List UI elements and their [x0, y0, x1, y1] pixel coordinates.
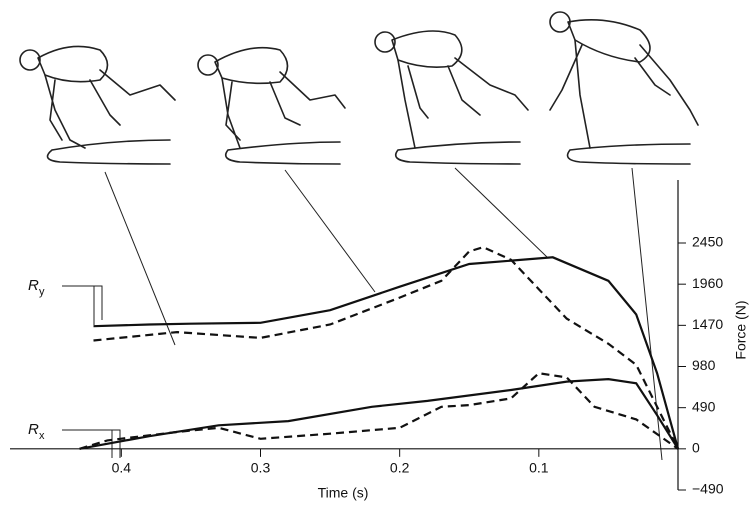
athlete-illustrations — [19, 11, 699, 461]
y-tick-label: −490 — [692, 481, 724, 497]
y-axis-label: Force (N) — [733, 300, 749, 359]
annotation-brackets — [62, 285, 121, 458]
y-tick-label: 2450 — [692, 234, 723, 250]
x-tick-label: 0.3 — [251, 460, 271, 476]
y-tick-label: 0 — [692, 440, 700, 456]
annotation-subscript: x — [39, 430, 45, 442]
series-line — [93, 256, 680, 450]
athlete-4 — [549, 11, 699, 165]
y-tick-label: 490 — [692, 398, 716, 414]
athlete-2 — [197, 46, 346, 165]
x-tick-label: 0.1 — [529, 460, 549, 476]
series-line — [93, 246, 679, 450]
series-line — [79, 372, 679, 450]
y-tick-label: 1470 — [692, 316, 723, 332]
athlete-3 — [374, 30, 529, 165]
annotation: R — [28, 421, 39, 438]
x-tick-label: 0.4 — [112, 460, 132, 476]
athlete-1 — [19, 45, 176, 165]
y-tick-label: 980 — [692, 357, 716, 373]
series-line — [79, 377, 679, 450]
annotation-subscript: y — [39, 286, 45, 298]
x-tick-label: 0.2 — [390, 460, 410, 476]
y-tick-label: 1960 — [692, 275, 723, 291]
x-axis-label: Time (s) — [318, 485, 369, 501]
annotation: R — [28, 277, 39, 294]
